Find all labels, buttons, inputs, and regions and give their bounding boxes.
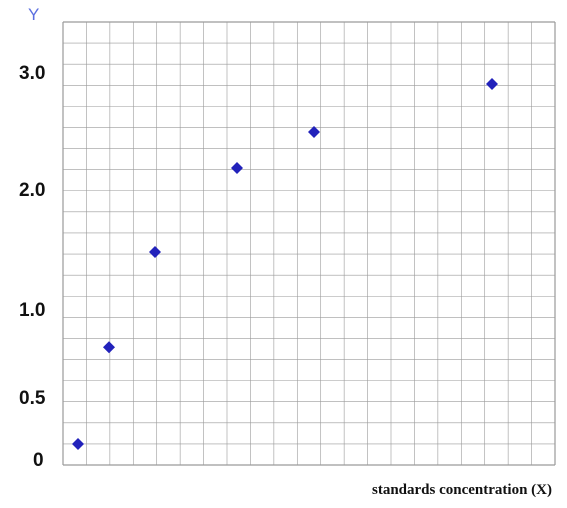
data-point [149,246,161,258]
data-points [72,78,498,450]
y-tick-label: 0 [33,450,44,471]
data-point [486,78,498,90]
data-point [72,438,84,450]
y-tick-label: 3.0 [19,63,45,84]
x-axis-label: standards concentration (X) [372,482,552,498]
y-tick-label: 1.0 [19,300,45,321]
data-point [103,341,115,354]
data-point [231,162,243,174]
data-point [308,126,320,138]
grid [62,21,556,466]
y-axis-label: Y [28,5,39,24]
y-tick-label: 2.0 [19,180,45,201]
y-tick-label: 0.5 [19,388,46,409]
